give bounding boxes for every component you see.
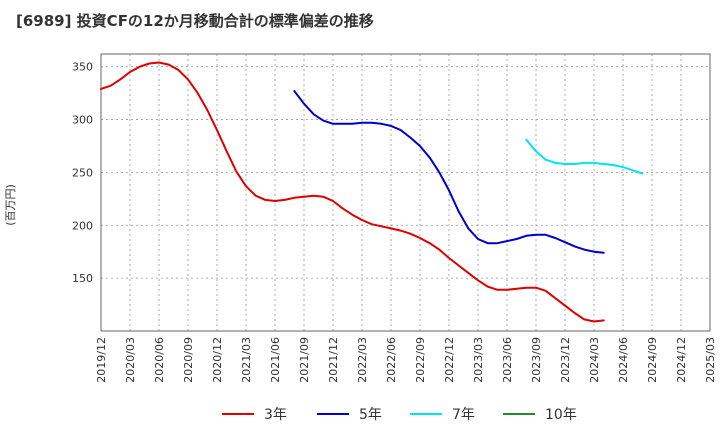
x-tick-label: 2021/06 bbox=[269, 337, 282, 383]
x-tick-label: 2021/12 bbox=[327, 337, 340, 383]
y-tick-labels: 150 200 250 300 350 bbox=[72, 61, 93, 285]
x-tick-label: 2024/09 bbox=[646, 337, 659, 383]
x-tick-label: 2020/06 bbox=[153, 337, 166, 383]
y-axis-label: (百万円) bbox=[4, 184, 17, 226]
x-tick-label: 2020/12 bbox=[211, 337, 224, 383]
series-lines bbox=[100, 61, 644, 323]
x-tick-label: 2024/06 bbox=[617, 337, 630, 383]
y-tick-label: 200 bbox=[72, 219, 93, 232]
x-tick-label: 2024/03 bbox=[588, 337, 601, 383]
y-tick-label: 250 bbox=[72, 166, 93, 179]
x-tick-label: 2025/03 bbox=[704, 337, 717, 383]
x-tick-label: 2022/06 bbox=[385, 337, 398, 383]
x-tick-label: 2022/09 bbox=[414, 337, 427, 383]
legend-label: 7年 bbox=[452, 407, 475, 423]
y-tick-label: 150 bbox=[72, 272, 93, 285]
grid-lines bbox=[100, 54, 711, 331]
x-tick-label: 2022/03 bbox=[356, 337, 369, 383]
legend: 3年 5年 7年 10年 bbox=[222, 407, 577, 423]
series-line-3年 bbox=[100, 61, 605, 323]
series-line-5年 bbox=[293, 90, 605, 254]
x-tick-label: 2020/03 bbox=[124, 337, 137, 383]
x-tick-label: 2021/03 bbox=[240, 337, 253, 383]
x-tick-label: 2022/12 bbox=[443, 337, 456, 383]
y-tick-label: 300 bbox=[72, 114, 93, 127]
x-tick-label: 2024/12 bbox=[675, 337, 688, 383]
series-line-7年 bbox=[525, 138, 644, 175]
y-tick-label: 350 bbox=[72, 61, 93, 74]
legend-label: 3年 bbox=[264, 407, 287, 423]
x-tick-label: 2020/09 bbox=[182, 337, 195, 383]
legend-label: 5年 bbox=[359, 407, 382, 423]
x-tick-label: 2023/12 bbox=[559, 337, 572, 383]
x-tick-label: 2023/06 bbox=[501, 337, 514, 383]
x-tick-labels: 2019/12 2020/03 2020/06 2020/09 2020/12 2021/… bbox=[95, 337, 717, 383]
plot-frame bbox=[100, 53, 711, 332]
x-tick-label: 2021/09 bbox=[298, 337, 311, 383]
x-tick-label: 2023/03 bbox=[472, 337, 485, 383]
x-tick-label: 2023/09 bbox=[530, 337, 543, 383]
x-tick-label: 2019/12 bbox=[95, 337, 108, 383]
chart-title: [6989] 投資CFの12か月移動合計の標準偏差の推移 bbox=[16, 12, 374, 30]
legend-label: 10年 bbox=[545, 407, 577, 423]
